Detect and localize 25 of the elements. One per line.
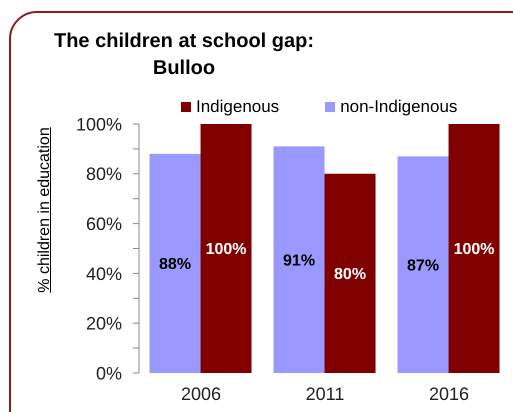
bar <box>274 146 325 373</box>
data-label: 87% <box>407 257 440 274</box>
bar <box>150 154 201 373</box>
y-tick-label: 20% <box>86 314 122 334</box>
chart-title: The children at school gap: Bulloo <box>52 29 316 81</box>
y-tick-label: 100% <box>76 114 122 134</box>
y-axis-title: % children in education <box>36 127 54 293</box>
y-tick-label: 40% <box>86 264 122 284</box>
y-tick-label: 0% <box>96 363 122 384</box>
x-tick-label: 2016 <box>428 384 470 404</box>
legend-label: Indigenous <box>196 97 280 117</box>
bar <box>200 124 252 373</box>
data-label: 100% <box>454 241 494 258</box>
legend-label: non-Indigenous <box>340 97 458 117</box>
data-label: 80% <box>334 266 366 284</box>
bar <box>398 156 449 373</box>
bar <box>448 124 500 373</box>
bar <box>324 174 376 373</box>
y-tick-label: 60% <box>86 214 122 234</box>
x-tick-label: 2006 <box>180 384 222 404</box>
y-tick-label: 80% <box>86 164 122 184</box>
data-label: 88% <box>159 256 192 274</box>
data-label: 100% <box>206 241 246 258</box>
x-tick-label: 2011 <box>306 384 344 404</box>
data-label: 91% <box>283 252 316 270</box>
